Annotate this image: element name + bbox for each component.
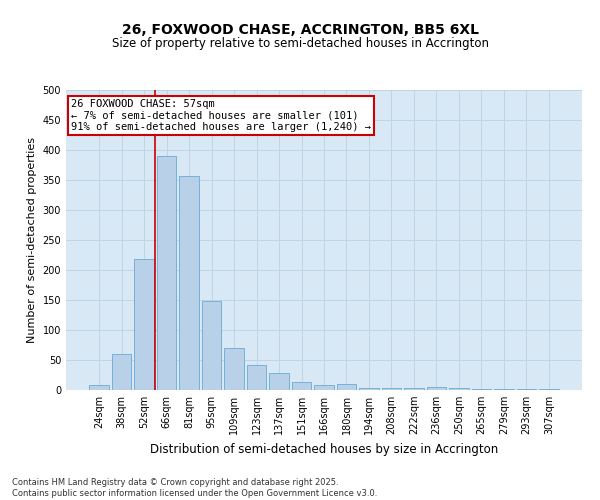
X-axis label: Distribution of semi-detached houses by size in Accrington: Distribution of semi-detached houses by … xyxy=(150,442,498,456)
Bar xyxy=(449,388,469,390)
Bar xyxy=(157,156,176,390)
Bar xyxy=(224,348,244,390)
Bar xyxy=(202,301,221,390)
Bar xyxy=(359,388,379,390)
Bar xyxy=(427,387,446,390)
Bar xyxy=(292,382,311,390)
Text: 26 FOXWOOD CHASE: 57sqm
← 7% of semi-detached houses are smaller (101)
91% of se: 26 FOXWOOD CHASE: 57sqm ← 7% of semi-det… xyxy=(71,99,371,132)
Bar xyxy=(179,176,199,390)
Bar xyxy=(314,385,334,390)
Bar xyxy=(134,258,154,390)
Bar xyxy=(89,385,109,390)
Bar xyxy=(382,388,401,390)
Text: Size of property relative to semi-detached houses in Accrington: Size of property relative to semi-detach… xyxy=(112,38,488,51)
Bar xyxy=(404,388,424,390)
Y-axis label: Number of semi-detached properties: Number of semi-detached properties xyxy=(27,137,37,343)
Bar xyxy=(337,384,356,390)
Bar xyxy=(269,372,289,390)
Bar xyxy=(112,354,131,390)
Text: Contains HM Land Registry data © Crown copyright and database right 2025.
Contai: Contains HM Land Registry data © Crown c… xyxy=(12,478,377,498)
Text: 26, FOXWOOD CHASE, ACCRINGTON, BB5 6XL: 26, FOXWOOD CHASE, ACCRINGTON, BB5 6XL xyxy=(121,22,479,36)
Bar xyxy=(247,365,266,390)
